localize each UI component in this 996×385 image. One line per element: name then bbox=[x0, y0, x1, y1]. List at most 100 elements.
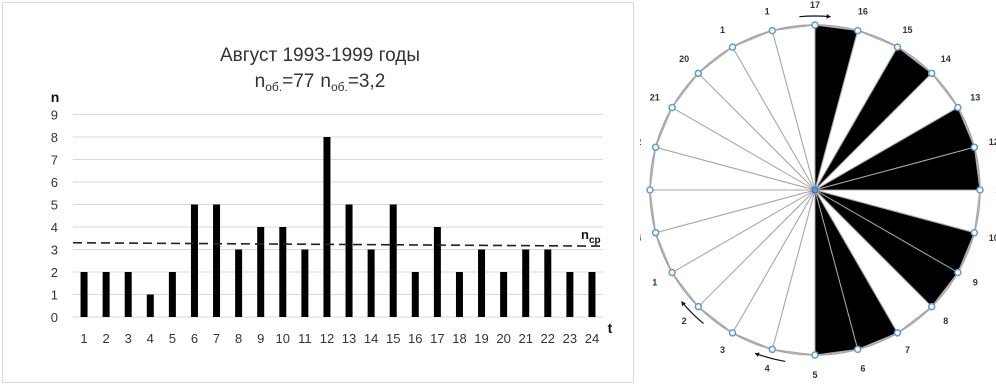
chart-title: Август 1993-1999 годы bbox=[220, 45, 420, 66]
x-tick-label: 14 bbox=[364, 331, 378, 346]
x-tick-label: 5 bbox=[169, 331, 176, 346]
boundary-point bbox=[954, 268, 962, 277]
arrow-head bbox=[755, 352, 760, 357]
bars bbox=[80, 137, 596, 317]
x-tick-label: 17 bbox=[430, 331, 444, 346]
y-tick-label: 2 bbox=[51, 265, 58, 280]
sector-label: 12 bbox=[989, 137, 996, 147]
x-tick-label: 10 bbox=[276, 331, 290, 346]
boundary-point bbox=[768, 345, 777, 354]
rotation-arrow bbox=[754, 352, 786, 363]
bar bbox=[190, 204, 198, 317]
rotation-arrow bbox=[799, 15, 831, 18]
bar bbox=[124, 272, 132, 317]
sector-label: 3 bbox=[720, 345, 725, 355]
bar bbox=[146, 294, 154, 317]
sector-label: 5 bbox=[812, 370, 817, 380]
boundary-point bbox=[668, 268, 676, 277]
y-tick-label: 3 bbox=[51, 243, 58, 258]
sector-label: 1 bbox=[765, 6, 770, 16]
bar bbox=[566, 272, 574, 317]
boundary-point bbox=[853, 26, 862, 35]
subtitle-value1: =77 bbox=[282, 71, 314, 92]
sector-label: 21 bbox=[650, 93, 660, 103]
boundary-point bbox=[811, 21, 819, 29]
y-axis-label: n bbox=[51, 89, 60, 105]
y-tick-label: 9 bbox=[51, 108, 58, 123]
boundary-point bbox=[893, 329, 902, 337]
y-tick-label: 6 bbox=[51, 175, 58, 190]
mean-reference-line bbox=[72, 241, 604, 247]
arrow-head bbox=[826, 13, 831, 19]
x-tick-label: 21 bbox=[518, 331, 532, 346]
boundary-point bbox=[728, 43, 737, 51]
subtitle-n1: n bbox=[255, 71, 266, 92]
sector-label: 7 bbox=[905, 345, 910, 355]
boundary-point bbox=[651, 143, 660, 152]
sector-label: 9 bbox=[973, 278, 978, 288]
sector-label: 4 bbox=[765, 364, 770, 374]
x-tick-label: 16 bbox=[408, 331, 422, 346]
boundary-point bbox=[646, 186, 654, 194]
bar bbox=[367, 249, 375, 317]
sector-label: 1 bbox=[652, 278, 657, 288]
arrows bbox=[680, 13, 831, 363]
x-axis-label: t bbox=[608, 320, 613, 336]
sector-labels: 1716151413121110987654321242322212011 bbox=[640, 0, 996, 380]
x-tick-label: 15 bbox=[386, 331, 400, 346]
bar bbox=[433, 227, 441, 317]
x-tick-label: 1 bbox=[80, 331, 87, 346]
boundary-point bbox=[811, 351, 819, 359]
sectors bbox=[649, 24, 981, 356]
y-tick-labels: 0 1 2 3 4 5 6 7 8 9 bbox=[51, 108, 58, 326]
x-tick-labels: 1 2 3 4 5 6 7 8 9 10 11 12 13 14 15 16 17 18 19 20 21 22 23 24 bbox=[80, 331, 599, 346]
sector-label: 15 bbox=[902, 25, 912, 35]
x-tick-label: 11 bbox=[298, 331, 312, 346]
bar bbox=[500, 272, 508, 317]
x-tick-label: 22 bbox=[541, 331, 555, 346]
bar bbox=[301, 249, 309, 317]
sector-label: 10 bbox=[989, 233, 996, 243]
bar bbox=[478, 249, 486, 317]
y-tick-label: 4 bbox=[51, 220, 58, 235]
boundary-point bbox=[853, 345, 862, 354]
mean-label-sub: ср bbox=[589, 235, 601, 246]
arrow-head bbox=[681, 301, 686, 307]
boundary-point bbox=[651, 228, 660, 237]
boundary-point bbox=[970, 143, 979, 152]
x-tick-label: 2 bbox=[103, 331, 110, 346]
sector-label: 22 bbox=[640, 137, 641, 147]
x-tick-label: 23 bbox=[563, 331, 577, 346]
x-tick-label: 20 bbox=[496, 331, 510, 346]
x-tick-label: 12 bbox=[320, 331, 334, 346]
x-tick-label: 8 bbox=[235, 331, 242, 346]
boundary-point bbox=[768, 26, 777, 35]
y-tick-label: 8 bbox=[51, 130, 58, 145]
bar bbox=[235, 249, 243, 317]
boundary-point bbox=[893, 43, 902, 51]
sector-label: 6 bbox=[860, 364, 865, 374]
bar bbox=[455, 272, 463, 317]
boundary-point bbox=[927, 302, 936, 311]
x-tick-label: 4 bbox=[147, 331, 154, 346]
bar bbox=[345, 204, 353, 317]
sector bbox=[771, 24, 816, 191]
mean-line-label: nср bbox=[581, 227, 601, 246]
sector-label: 1 bbox=[720, 25, 725, 35]
y-tick-label: 7 bbox=[51, 153, 58, 168]
sector-label: 2 bbox=[682, 316, 687, 326]
x-tick-label: 6 bbox=[191, 331, 198, 346]
bar bbox=[544, 249, 552, 317]
bar bbox=[257, 227, 265, 317]
bar bbox=[80, 272, 88, 317]
y-tick-label: 0 bbox=[51, 310, 58, 325]
bar bbox=[522, 249, 530, 317]
boundary-points bbox=[646, 21, 984, 359]
boundary-point bbox=[954, 103, 962, 112]
boundary-point bbox=[970, 228, 979, 237]
subtitle-n2: n bbox=[320, 71, 331, 92]
bar bbox=[588, 272, 596, 317]
gridlines bbox=[73, 114, 603, 318]
y-tick-label: 5 bbox=[51, 198, 58, 213]
